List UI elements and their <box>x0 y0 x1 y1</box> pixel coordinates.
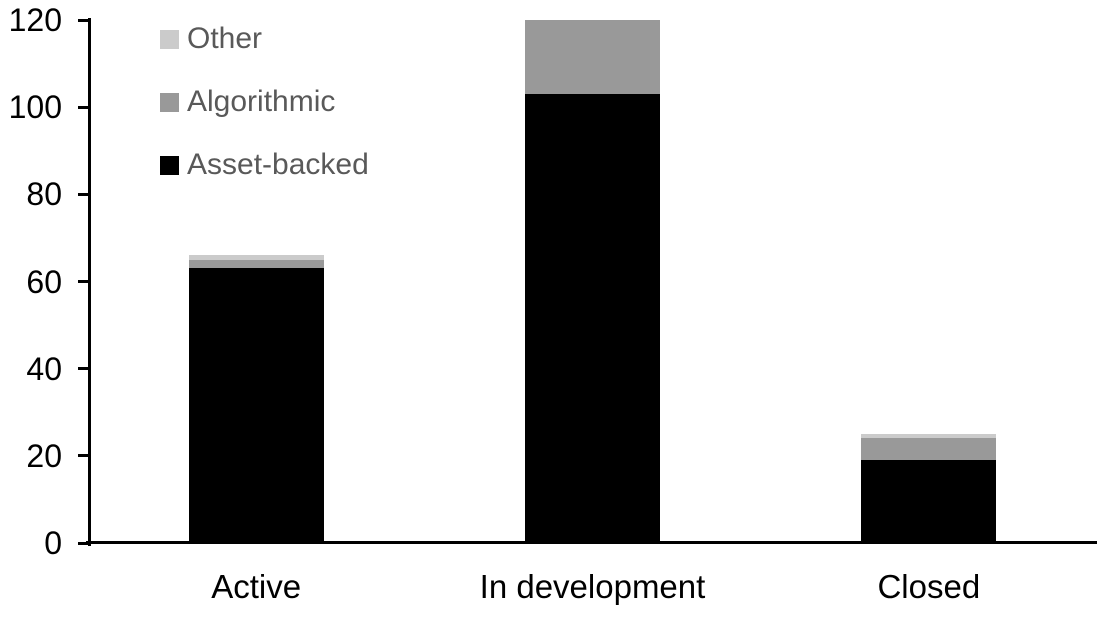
x-axis-line <box>86 541 1097 544</box>
y-tick <box>78 18 88 22</box>
y-tick-label: 120 <box>8 2 62 38</box>
bar-segment-active-asset-backed <box>188 268 324 543</box>
legend-swatch-icon <box>160 92 179 112</box>
legend-label: Other <box>187 22 263 55</box>
bar-segment-closed-other <box>861 434 997 439</box>
legend-item-asset-backed: Asset-backed <box>160 148 369 182</box>
legend-label: Asset-backed <box>187 148 369 181</box>
y-tick-label: 60 <box>26 263 62 300</box>
y-tick <box>78 105 88 109</box>
y-tick <box>78 367 88 371</box>
bar-segment-active-algorithmic <box>188 259 324 269</box>
y-tick <box>78 454 88 458</box>
legend-swatch-icon <box>160 29 179 49</box>
y-tick-label: 40 <box>26 350 62 387</box>
legend-item-algorithmic: Algorithmic <box>160 85 335 119</box>
bar-segment-closed-algorithmic <box>861 438 997 461</box>
bar-segment-active-other <box>188 255 324 260</box>
y-tick <box>78 280 88 283</box>
y-tick-label: 20 <box>26 437 62 474</box>
y-tick-label: 100 <box>8 89 62 126</box>
y-tick <box>78 192 88 196</box>
y-tick <box>78 541 88 545</box>
bar-segment-in-development-asset-backed <box>525 94 660 543</box>
legend-swatch-icon <box>160 155 179 175</box>
x-category-label: In development <box>479 568 706 605</box>
bar-segment-closed-asset-backed <box>861 460 997 543</box>
bar-segment-in-development-algorithmic <box>525 20 660 95</box>
y-tick-label: 0 <box>44 525 62 561</box>
y-axis-line <box>88 18 91 546</box>
legend-label: Algorithmic <box>187 85 336 118</box>
y-tick-label: 80 <box>26 176 62 213</box>
legend-item-other: Other <box>160 22 262 56</box>
x-category-label: Closed <box>877 568 981 605</box>
x-category-label: Active <box>211 568 302 605</box>
